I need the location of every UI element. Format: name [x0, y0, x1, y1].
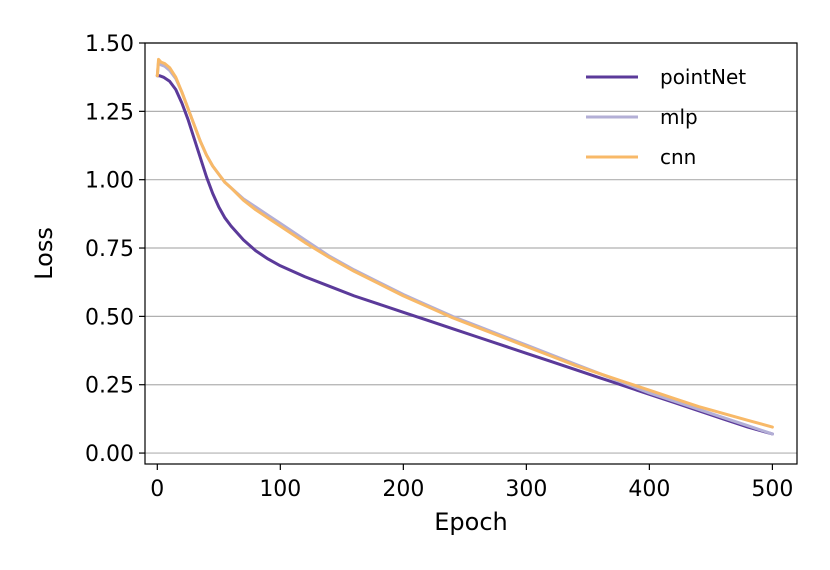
y-axis: 0.00 0.25 0.50 0.75 1.00 1.25 1.50	[85, 32, 145, 467]
x-tick-label: 100	[259, 477, 301, 502]
x-tick-label: 500	[751, 477, 793, 502]
y-tick-label: 1.00	[85, 169, 134, 194]
y-tick-label: 0.25	[85, 374, 134, 399]
x-axis-title: Epoch	[434, 508, 508, 536]
x-axis: 0 100 200 300 400 500	[150, 464, 793, 502]
x-tick-label: 300	[505, 477, 547, 502]
series-line-pointNet	[155, 74, 774, 436]
y-axis-title: Loss	[30, 227, 58, 280]
y-tick-label: 1.25	[85, 100, 134, 125]
legend-label-pointNet: pointNet	[660, 65, 746, 89]
series-line-cnn	[155, 57, 774, 429]
y-tick-label: 1.50	[85, 32, 134, 57]
x-tick-label: 0	[150, 477, 164, 502]
grid-lines	[145, 42, 797, 454]
plot-frame	[144, 42, 798, 465]
series-lines	[155, 57, 774, 436]
y-tick-label: 0.00	[85, 442, 134, 467]
x-tick-label: 400	[628, 477, 670, 502]
legend: pointNet mlp cnn	[586, 65, 746, 169]
legend-label-mlp: mlp	[660, 105, 698, 129]
y-tick-label: 0.50	[85, 305, 134, 330]
y-tick-label: 0.75	[85, 237, 134, 262]
x-tick-label: 200	[382, 477, 424, 502]
legend-label-cnn: cnn	[660, 145, 696, 169]
